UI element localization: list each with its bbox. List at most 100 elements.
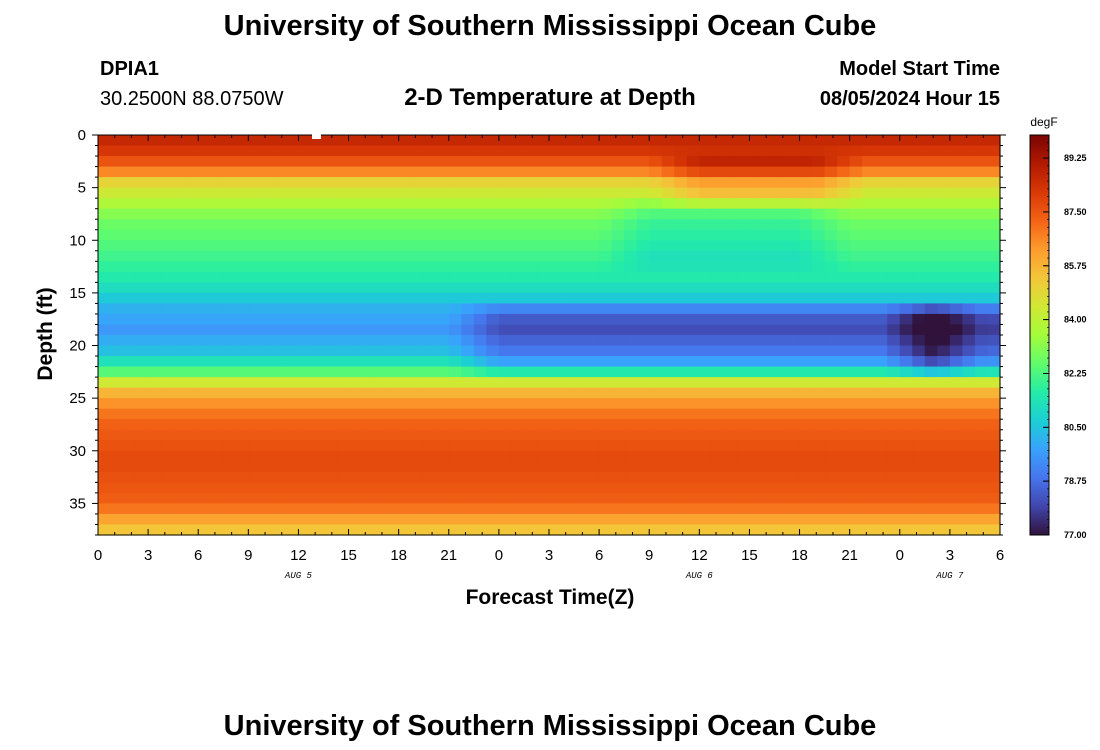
- heatmap-cell: [423, 156, 437, 168]
- heatmap-cell: [223, 461, 237, 473]
- heatmap-cell: [912, 398, 926, 410]
- heatmap-cell: [323, 261, 337, 273]
- heatmap-cell: [899, 524, 913, 536]
- heatmap-cell: [899, 440, 913, 452]
- heatmap-cell: [824, 345, 838, 357]
- heatmap-cell: [799, 166, 813, 178]
- heatmap-cell: [461, 440, 475, 452]
- heatmap-cell: [98, 156, 112, 168]
- heatmap-cell: [874, 229, 888, 241]
- heatmap-cell: [511, 292, 525, 305]
- heatmap-cell: [899, 208, 913, 220]
- heatmap-cell: [661, 366, 675, 378]
- heatmap-cell: [874, 145, 888, 157]
- heatmap-cell: [536, 156, 550, 168]
- heatmap-cell: [849, 387, 863, 399]
- heatmap-cell: [837, 429, 851, 441]
- heatmap-cell: [536, 471, 550, 483]
- heatmap-cell: [473, 450, 487, 462]
- heatmap-cell: [260, 261, 274, 273]
- heatmap-cell: [323, 219, 337, 231]
- heatmap-cell: [649, 419, 663, 431]
- heatmap-cell: [210, 271, 224, 283]
- heatmap-cell: [411, 135, 425, 147]
- heatmap-cell: [686, 271, 700, 283]
- heatmap-cell: [636, 324, 650, 336]
- heatmap-cell: [210, 219, 224, 231]
- heatmap-cell: [686, 482, 700, 494]
- heatmap-cell: [248, 187, 262, 199]
- heatmap-cell: [761, 356, 776, 368]
- heatmap-cell: [423, 398, 437, 410]
- heatmap-cell: [310, 271, 325, 283]
- heatmap-cell: [787, 261, 801, 273]
- heatmap-cell: [949, 135, 964, 147]
- heatmap-cell: [899, 356, 913, 368]
- heatmap-cell: [549, 250, 563, 262]
- heatmap-cell: [574, 429, 588, 441]
- heatmap-cell: [173, 145, 187, 157]
- heatmap-cell: [812, 313, 826, 326]
- heatmap-cell: [373, 387, 387, 399]
- heatmap-cell: [285, 324, 300, 336]
- heatmap-cell: [874, 187, 888, 199]
- heatmap-cell: [887, 177, 901, 189]
- heatmap-cell: [285, 313, 300, 326]
- heatmap-cell: [949, 524, 964, 536]
- heatmap-cell: [812, 250, 826, 262]
- heatmap-cell: [273, 408, 287, 420]
- heatmap-cell: [949, 513, 964, 526]
- heatmap-cell: [774, 208, 788, 220]
- heatmap-cell: [937, 282, 951, 294]
- heatmap-cell: [498, 135, 513, 147]
- heatmap-cell: [210, 335, 224, 347]
- heatmap-cell: [837, 471, 851, 483]
- heatmap-cell: [987, 303, 1001, 315]
- heatmap-cell: [561, 524, 575, 536]
- heatmap-cell: [987, 366, 1001, 378]
- heatmap-cell: [473, 240, 487, 252]
- heatmap-cell: [574, 135, 588, 147]
- heatmap-cell: [874, 198, 888, 210]
- heatmap-cell: [448, 208, 462, 220]
- heatmap-cell: [210, 198, 224, 210]
- heatmap-cell: [298, 250, 312, 262]
- heatmap-cell: [473, 208, 487, 220]
- heatmap-cell: [185, 156, 199, 168]
- heatmap-cell: [787, 356, 801, 368]
- heatmap-cell: [749, 208, 763, 220]
- heatmap-cell: [423, 282, 437, 294]
- heatmap-cell: [699, 471, 713, 483]
- heatmap-cell: [473, 356, 487, 368]
- heatmap-cell: [761, 429, 776, 441]
- heatmap-cell: [987, 240, 1001, 252]
- heatmap-cell: [160, 135, 174, 147]
- heatmap-cell: [348, 408, 362, 420]
- heatmap-cell: [787, 335, 801, 347]
- heatmap-cell: [924, 408, 938, 420]
- heatmap-cell: [448, 292, 462, 305]
- heatmap-cell: [423, 387, 437, 399]
- heatmap-cell: [674, 513, 688, 526]
- heatmap-cell: [736, 313, 751, 326]
- heatmap-cell: [949, 492, 964, 505]
- heatmap-cell: [574, 492, 588, 505]
- heatmap-cell: [624, 240, 638, 252]
- heatmap-cell: [461, 250, 475, 262]
- heatmap-cell: [749, 387, 763, 399]
- heatmap-cell: [636, 313, 650, 326]
- heatmap-cell: [260, 471, 274, 483]
- heatmap-cell: [448, 482, 462, 494]
- heatmap-cell: [874, 345, 888, 357]
- heatmap-cell: [674, 461, 688, 473]
- heatmap-cell: [686, 303, 700, 315]
- heatmap-cell: [549, 292, 563, 305]
- heatmap-cell: [448, 471, 462, 483]
- heatmap-cell: [724, 313, 738, 326]
- heatmap-cell: [523, 461, 538, 473]
- heatmap-cell: [198, 419, 212, 431]
- heatmap-cell: [273, 513, 287, 526]
- heatmap-cell: [812, 261, 826, 273]
- heatmap-cell: [674, 387, 688, 399]
- heatmap-cell: [924, 471, 938, 483]
